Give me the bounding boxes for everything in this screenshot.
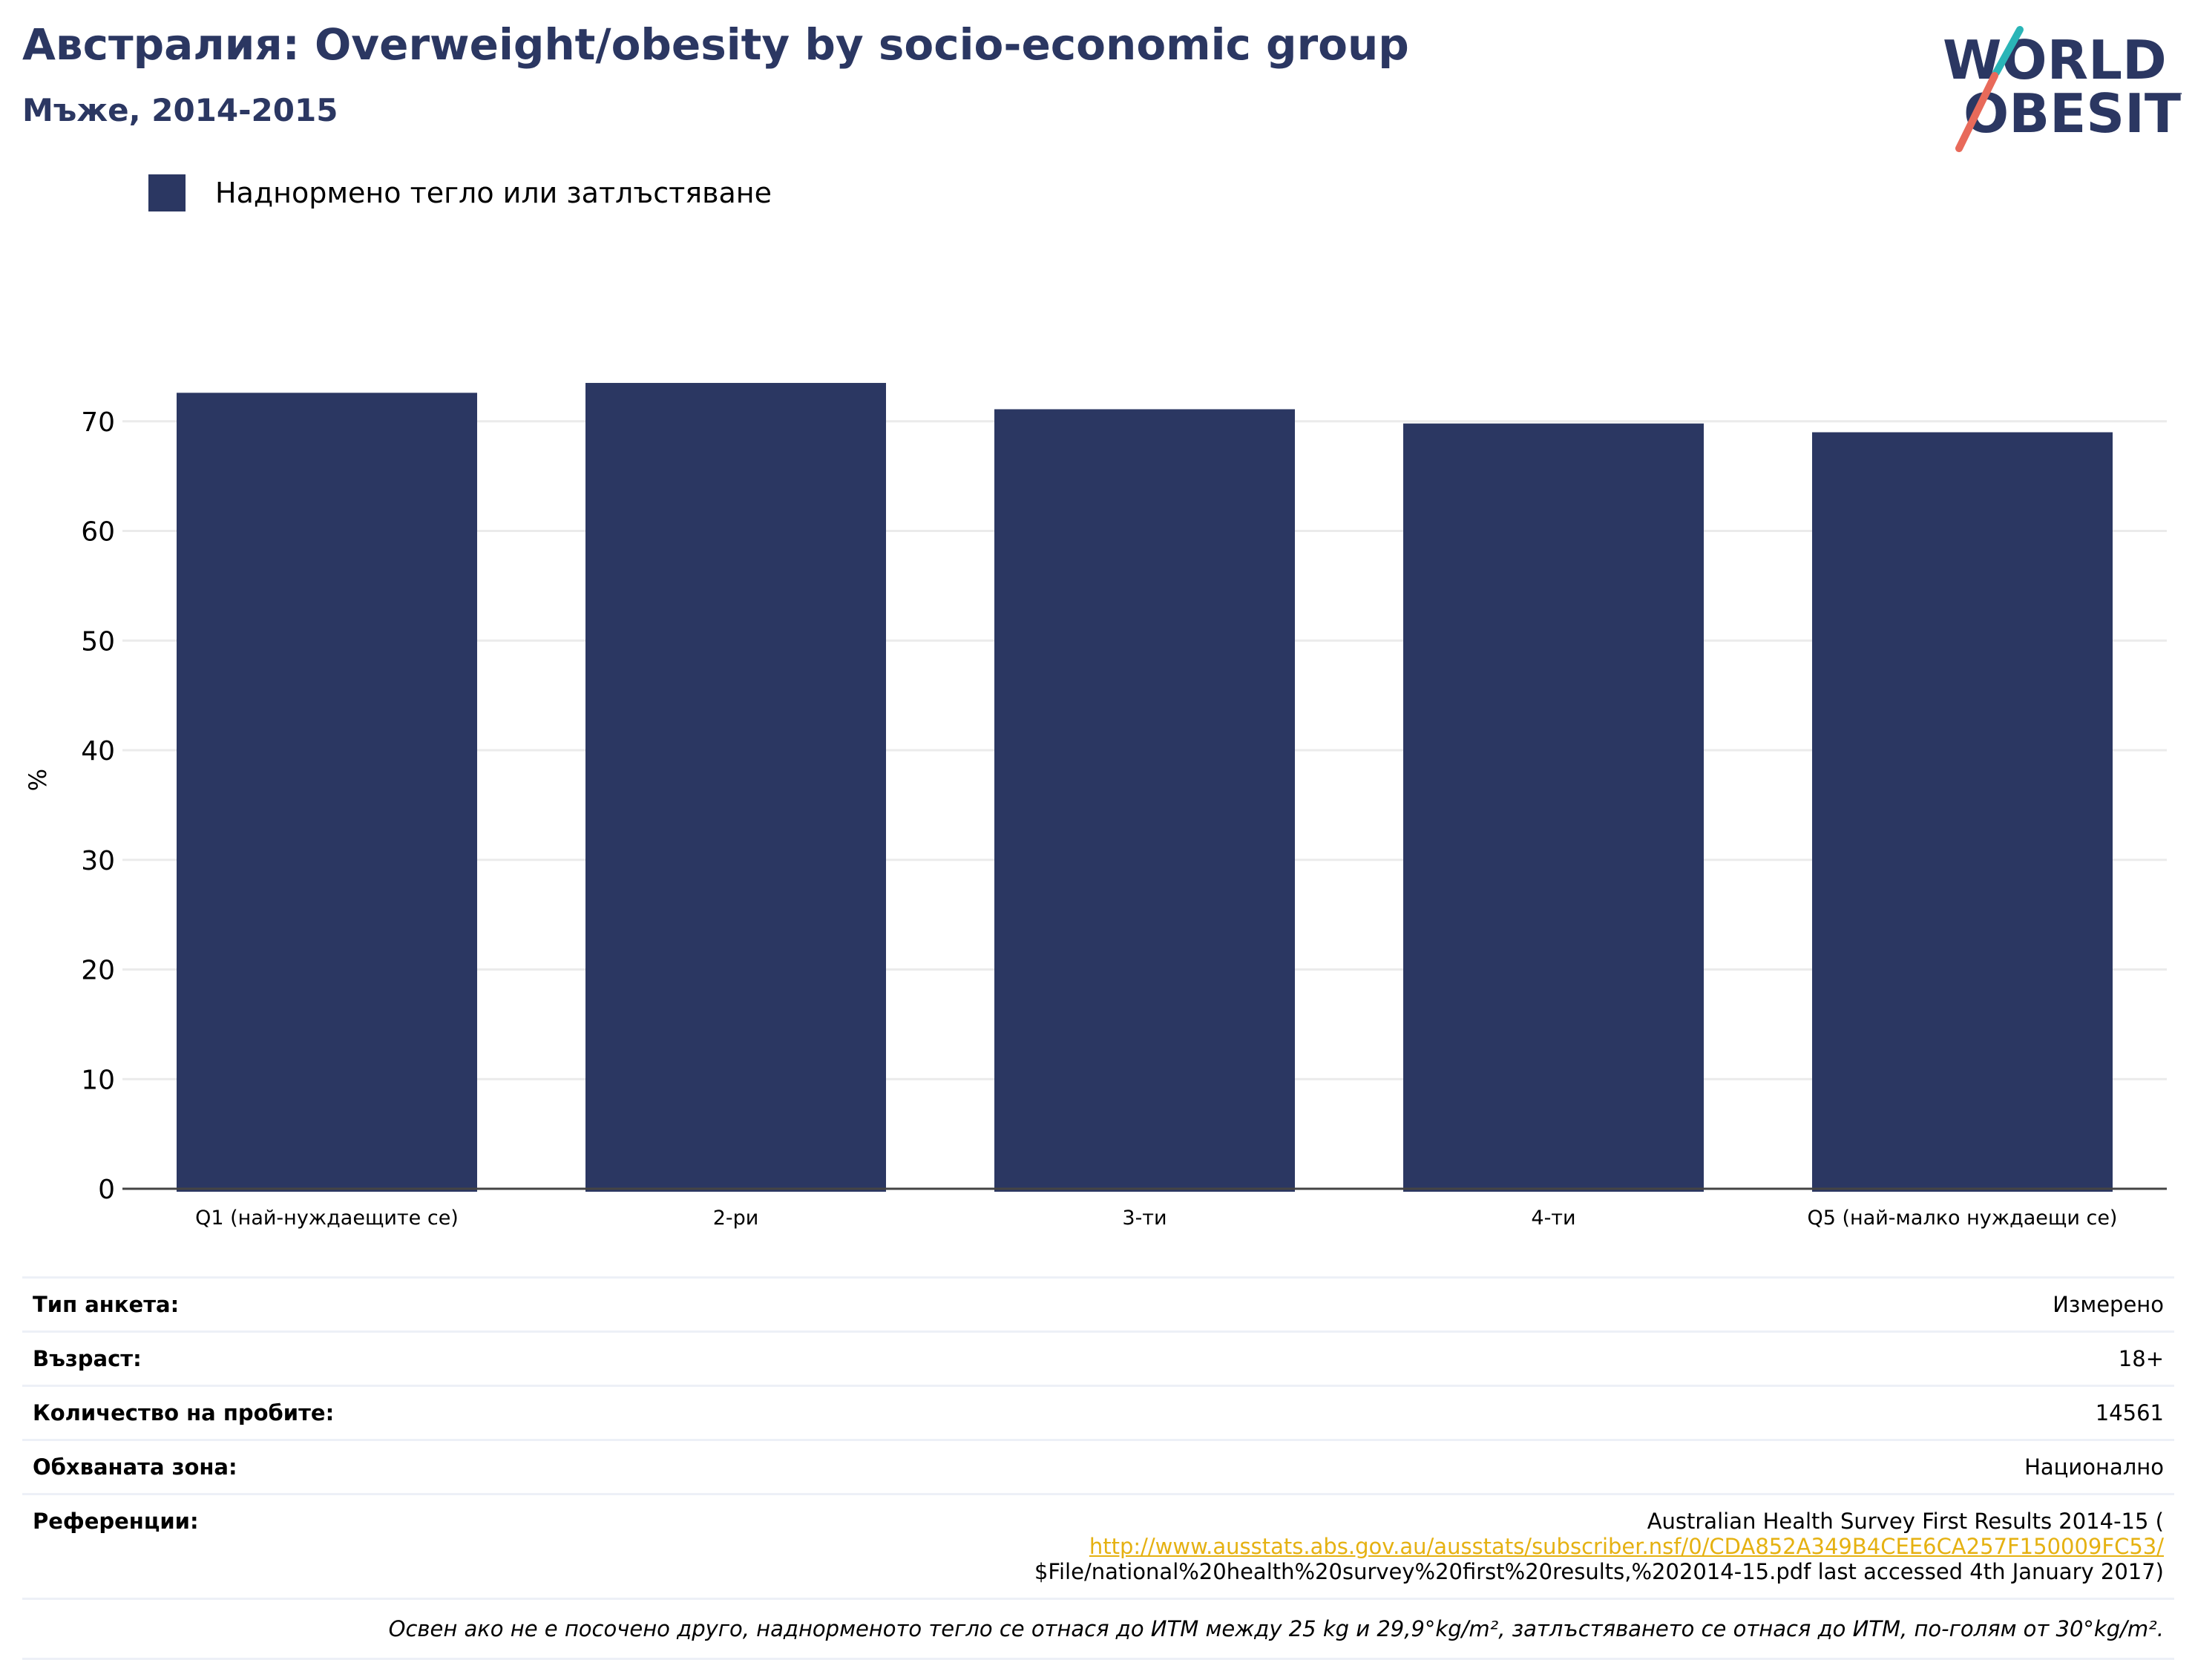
bar-chart: % 0 10 20 30 40 50 60 70 Q1 (най-нуждаещите се) 2…: [0, 282, 2195, 1247]
info-row: Обхваната зона: Национално: [22, 1439, 2174, 1493]
references-row: Референции: Australian Health Survey Firs…: [22, 1493, 2174, 1598]
info-key: Количество на пробите:: [33, 1400, 335, 1425]
y-tick-label: 20: [81, 956, 115, 986]
y-axis-label: %: [24, 769, 52, 791]
info-value: Национално: [2024, 1454, 2164, 1480]
y-tick-label: 30: [81, 846, 115, 876]
y-tick-label: 60: [81, 517, 115, 548]
x-tick-label: 4-ти: [1531, 1207, 1575, 1230]
reference-link[interactable]: http://www.ausstats.abs.gov.au/ausstats/…: [1089, 1534, 2164, 1559]
chart-title: Австралия: Overweight/obesity by socio-e…: [22, 19, 1409, 70]
info-key: Обхваната зона:: [33, 1454, 237, 1480]
references-value: Australian Health Survey First Results 2…: [1034, 1509, 2164, 1584]
y-tick-label: 10: [81, 1065, 115, 1095]
info-value: 14561: [2095, 1400, 2164, 1425]
references-key: Референции:: [33, 1509, 199, 1534]
x-tick-label: 3-ти: [1122, 1207, 1167, 1230]
y-tick-label: 40: [81, 736, 115, 767]
bar: [585, 383, 886, 1192]
info-row: Количество на пробите: 14561: [22, 1385, 2174, 1439]
logo-line1: WORLD: [1943, 29, 2167, 91]
info-value: Измерено: [2053, 1292, 2164, 1317]
info-row: Тип анкета: Измерено: [22, 1276, 2174, 1330]
bar: [177, 393, 477, 1192]
bar-chart-svg: % 0 10 20 30 40 50 60 70 Q1 (най-нуждаещите се) 2…: [24, 383, 2167, 1230]
legend-swatch: [148, 174, 186, 211]
info-key: Възраст:: [33, 1346, 142, 1371]
info-row: Възраст: 18+: [22, 1330, 2174, 1385]
x-tick-label: Q1 (най-нуждаещите се): [195, 1207, 459, 1230]
y-tick-label: 0: [98, 1175, 115, 1205]
bar: [1812, 432, 2113, 1192]
bar: [1403, 423, 1704, 1192]
chart-subtitle: Мъже, 2014-2015: [22, 92, 338, 128]
info-key: Тип анкета:: [33, 1292, 180, 1317]
info-value: 18+: [2118, 1346, 2164, 1371]
logo-slash-top: [1992, 26, 2024, 76]
legend-label: Наднормено тегло или затлъстяване: [215, 177, 772, 209]
info-table: Тип анкета: Измерено Възраст: 18+ Количество…: [22, 1276, 2174, 1660]
reference-text-end: $File/national%20health%20survey%20first…: [1034, 1559, 2164, 1584]
world-obesity-logo: WORLD OBESITY: [1937, 21, 2195, 162]
footnote: Освен ако не е посочено друго, наднормен…: [22, 1598, 2174, 1660]
chart-legend: Наднормено тегло или затлъстяване: [148, 171, 772, 215]
x-tick-label: 2-ри: [713, 1207, 759, 1230]
x-tick-label: Q5 (най-малко нуждаещи се): [1808, 1207, 2118, 1230]
y-tick-label: 50: [81, 626, 115, 657]
y-tick-label: 70: [81, 407, 115, 438]
logo-slash-bottom: [1955, 72, 1998, 152]
logo-line2: OBESITY: [1963, 82, 2182, 145]
bar: [994, 409, 1295, 1192]
reference-text: Australian Health Survey First Results 2…: [1647, 1509, 2164, 1534]
